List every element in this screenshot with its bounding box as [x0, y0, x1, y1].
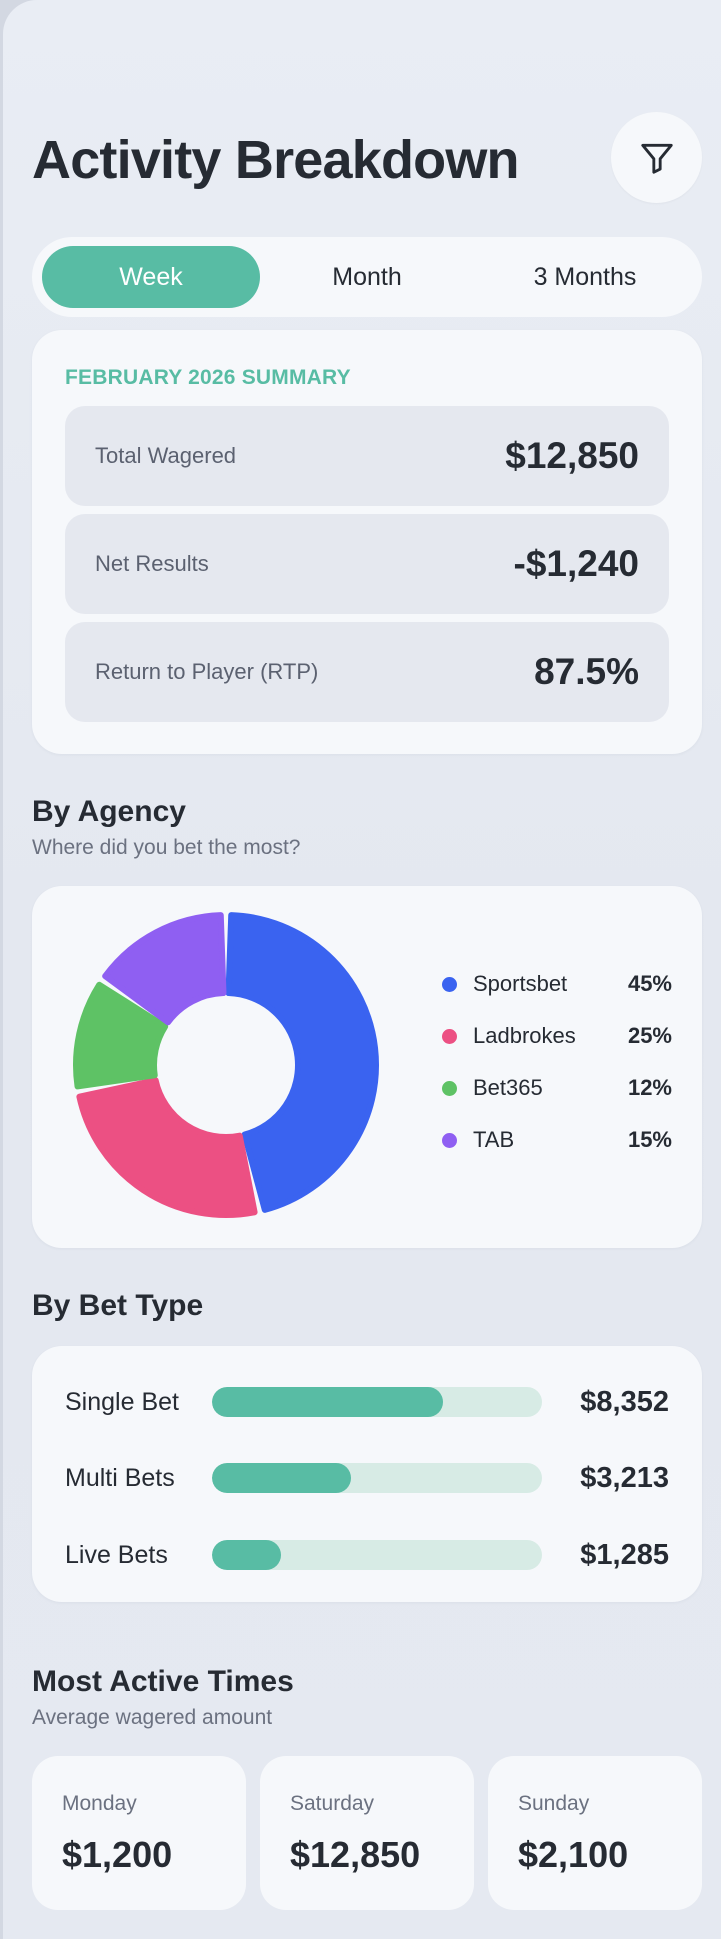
- bet-type-bar-fill: [212, 1387, 443, 1417]
- bet-type-bar-fill: [212, 1540, 282, 1570]
- period-selector: Week Month 3 Months: [32, 237, 702, 317]
- bet-type-bar-track: [212, 1463, 542, 1493]
- donut-slice-bet365: [73, 981, 169, 1090]
- filter-button[interactable]: [611, 112, 702, 203]
- stat-label: Return to Player (RTP): [95, 659, 319, 684]
- active-day-card-sunday: Sunday $2,100: [488, 1756, 702, 1910]
- legend-label: TAB: [473, 1127, 515, 1152]
- legend-item-bet365: Bet365 12%: [442, 1073, 672, 1103]
- bet-type-bar-track: [212, 1387, 542, 1417]
- bet-type-label: Live Bets: [65, 1540, 168, 1569]
- legend-item-sportsbet: Sportsbet 45%: [442, 969, 672, 999]
- active-day-value: $12,850: [290, 1834, 421, 1875]
- agency-card: Sportsbet 45% Ladbrokes 25% Bet365 12% TAB 15%: [32, 886, 702, 1248]
- app-screen: Activity Breakdown Week Month 3 Months F…: [3, 0, 721, 1939]
- legend-dot: [442, 1080, 457, 1096]
- by-agency-subtitle: Where did you bet the most?: [32, 836, 301, 859]
- stat-value: -$1,240: [513, 543, 640, 584]
- bet-type-label: Single Bet: [65, 1387, 179, 1416]
- bet-type-value: $8,352: [580, 1385, 669, 1418]
- bet-type-bar-track: [212, 1540, 542, 1570]
- bet-type-value: $3,213: [580, 1461, 669, 1494]
- legend-dot: [442, 976, 457, 992]
- active-day-label: Saturday: [290, 1792, 375, 1815]
- stat-label: Net Results: [95, 551, 209, 576]
- stat-value: $12,850: [505, 435, 639, 476]
- legend-label: Ladbrokes: [473, 1023, 576, 1048]
- legend-dot: [442, 1028, 457, 1044]
- legend-label: Sportsbet: [473, 971, 568, 996]
- donut-slice-tab: [102, 912, 227, 1026]
- bet-type-row-single: Single Bet $8,352: [65, 1382, 669, 1422]
- active-day-label: Sunday: [518, 1792, 590, 1815]
- stat-total-wagered: Total Wagered $12,850: [65, 406, 669, 506]
- legend-percent: 15%: [627, 1127, 672, 1152]
- stat-label: Total Wagered: [95, 443, 237, 468]
- donut-slice-sportsbet: [225, 912, 379, 1213]
- legend-dot: [442, 1132, 457, 1148]
- stat-rtp: Return to Player (RTP) 87.5%: [65, 622, 669, 722]
- most-active-subtitle: Average wagered amount: [32, 1706, 273, 1729]
- active-day-card-monday: Monday $1,200: [32, 1756, 246, 1910]
- by-agency-title: By Agency: [32, 795, 186, 828]
- tab-month[interactable]: Month: [332, 262, 402, 291]
- bet-type-row-multi: Multi Bets $3,213: [65, 1458, 669, 1498]
- active-day-value: $1,200: [62, 1834, 173, 1875]
- by-bet-type-title: By Bet Type: [32, 1289, 204, 1322]
- active-day-value: $2,100: [518, 1834, 629, 1875]
- tab-3-months[interactable]: 3 Months: [533, 262, 637, 291]
- summary-heading: FEBRUARY 2026 SUMMARY: [65, 366, 351, 389]
- stat-net-results: Net Results -$1,240: [65, 514, 669, 614]
- legend-label: Bet365: [473, 1075, 543, 1100]
- filter-icon: [640, 143, 673, 174]
- bet-type-card: Single Bet $8,352 Multi Bets $3,213 Live…: [32, 1346, 702, 1602]
- bet-type-bar-fill: [212, 1463, 351, 1493]
- stat-value: 87.5%: [534, 651, 639, 692]
- summary-card: FEBRUARY 2026 SUMMARY Total Wagered $12,…: [32, 330, 702, 754]
- tab-week[interactable]: Week: [42, 246, 260, 308]
- legend-percent: 25%: [627, 1023, 672, 1048]
- agency-donut-chart: [73, 912, 379, 1218]
- active-day-label: Monday: [62, 1792, 137, 1815]
- active-day-card-saturday: Saturday $12,850: [260, 1756, 474, 1910]
- bet-type-value: $1,285: [580, 1538, 669, 1571]
- donut-slice-ladbrokes: [76, 1077, 258, 1218]
- most-active-title: Most Active Times: [32, 1665, 294, 1698]
- legend-percent: 45%: [627, 971, 672, 996]
- legend-percent: 12%: [627, 1075, 672, 1100]
- page-title: Activity Breakdown: [32, 130, 520, 190]
- bet-type-row-live: Live Bets $1,285: [65, 1535, 669, 1575]
- legend-item-tab: TAB 15%: [442, 1125, 672, 1155]
- bet-type-label: Multi Bets: [65, 1463, 175, 1492]
- legend-item-ladbrokes: Ladbrokes 25%: [442, 1021, 672, 1051]
